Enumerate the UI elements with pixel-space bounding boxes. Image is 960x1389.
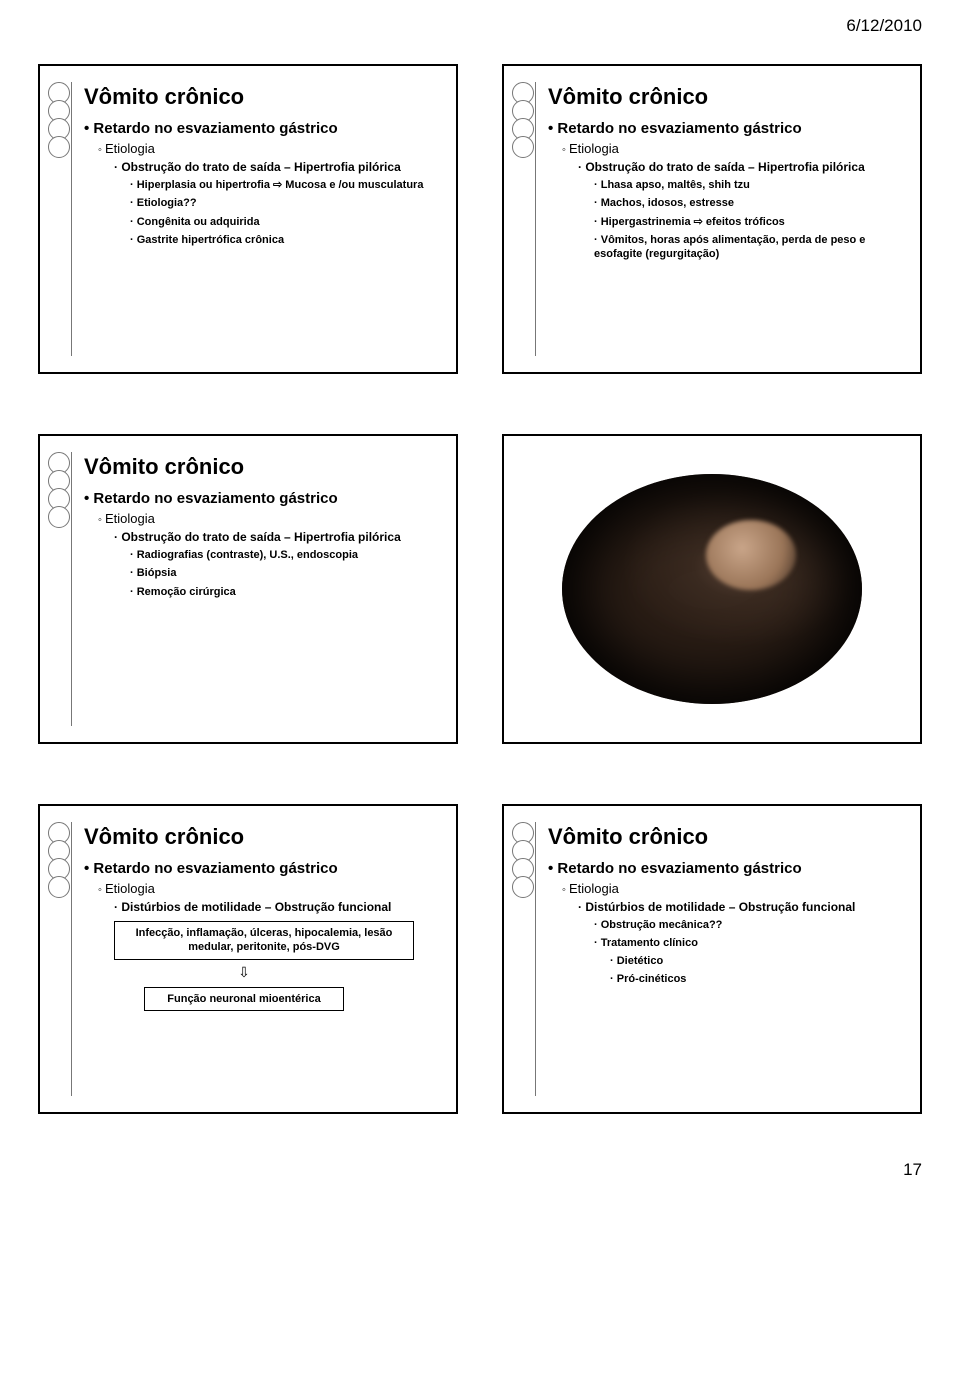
binding-icon (48, 78, 76, 360)
slide-title: Vômito crônico (548, 824, 902, 850)
binding-icon (48, 818, 76, 1100)
bullet-l1: Retardo no esvaziamento gástrico Etiolog… (84, 120, 438, 247)
slide-grid: Vômito crônico Retardo no esvaziamento g… (38, 64, 922, 1114)
slide-title: Vômito crônico (84, 84, 438, 110)
bullet-l4: Etiologia?? (130, 196, 438, 210)
bullet-l1: Retardo no esvaziamento gástrico Etiolog… (84, 490, 438, 599)
bullet-l3: Distúrbios de motilidade – Obstrução fun… (578, 899, 902, 986)
bullet-l1: Retardo no esvaziamento gástrico Etiolog… (548, 120, 902, 262)
endoscopy-photo (562, 474, 862, 704)
page-number: 17 (38, 1160, 922, 1180)
flow-box-function: Função neuronal mioentérica (144, 987, 344, 1011)
slide-3: Vômito crônico Retardo no esvaziamento g… (38, 434, 458, 744)
slide-title: Vômito crônico (84, 454, 438, 480)
binding-icon (512, 818, 540, 1100)
binding-icon (512, 78, 540, 360)
bullet-l2: Etiologia Obstrução do trato de saída – … (98, 141, 438, 247)
bullet-l4: Remoção cirúrgica (130, 585, 438, 599)
flow-box-causes: Infecção, inflamação, úlceras, hipocalem… (114, 921, 414, 960)
bullet-l2: Etiologia Obstrução do trato de saída – … (98, 511, 438, 599)
slide-title: Vômito crônico (84, 824, 438, 850)
slide-6: Vômito crônico Retardo no esvaziamento g… (502, 804, 922, 1114)
slide-1: Vômito crônico Retardo no esvaziamento g… (38, 64, 458, 374)
bullet-l1: Retardo no esvaziamento gástrico Etiolog… (548, 860, 902, 986)
binding-icon (48, 448, 76, 730)
bullet-l4: Biópsia (130, 566, 438, 580)
bullet-l4: Hipergastrinemia ⇨ efeitos tróficos (594, 215, 902, 229)
slide-4-endoscopy-image (502, 434, 922, 744)
page-date: 6/12/2010 (38, 16, 922, 36)
bullet-l4: Tratamento clínico Dietético Pró-cinétic… (594, 936, 902, 986)
bullet-l3: Obstrução do trato de saída – Hipertrofi… (114, 529, 438, 599)
bullet-l1: Retardo no esvaziamento gástrico Etiolog… (84, 860, 438, 915)
bullet-l4: Obstrução mecânica?? (594, 918, 902, 932)
bullet-l4: Radiografias (contraste), U.S., endoscop… (130, 548, 438, 562)
bullet-l2: Etiologia Distúrbios de motilidade – Obs… (562, 881, 902, 986)
bullet-l2: Etiologia Obstrução do trato de saída – … (562, 141, 902, 262)
bullet-l4: Lhasa apso, maltês, shih tzu (594, 178, 902, 192)
bullet-l4: Machos, idosos, estresse (594, 196, 902, 210)
bullet-l3: Distúrbios de motilidade – Obstrução fun… (114, 899, 438, 915)
bullet-l4: Hiperplasia ou hipertrofia ⇨ Mucosa e /o… (130, 178, 438, 192)
bullet-l4: Gastrite hipertrófica crônica (130, 233, 438, 247)
slide-title: Vômito crônico (548, 84, 902, 110)
slide-5: Vômito crônico Retardo no esvaziamento g… (38, 804, 458, 1114)
bullet-l3: Obstrução do trato de saída – Hipertrofi… (578, 159, 902, 262)
bullet-l5: Dietético (610, 954, 902, 968)
slide-2: Vômito crônico Retardo no esvaziamento g… (502, 64, 922, 374)
bullet-l3: Obstrução do trato de saída – Hipertrofi… (114, 159, 438, 247)
bullet-l5: Pró-cinéticos (610, 972, 902, 986)
bullet-l2: Etiologia Distúrbios de motilidade – Obs… (98, 881, 438, 915)
bullet-l4: Congênita ou adquirida (130, 215, 438, 229)
bullet-l4: Vômitos, horas após alimentação, perda d… (594, 233, 902, 262)
down-arrow-icon: ⇩ (144, 964, 344, 981)
